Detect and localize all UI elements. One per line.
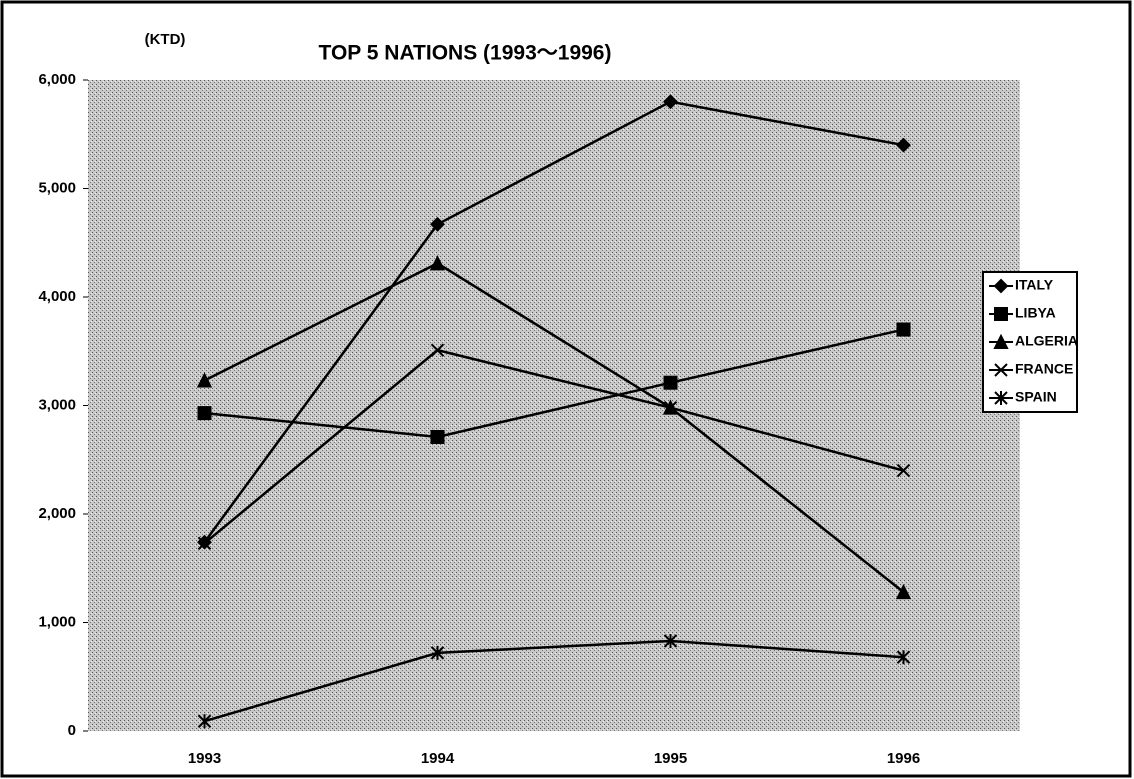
marker	[896, 322, 911, 337]
y-tick-label: 3,000	[38, 396, 76, 413]
x-tick-label: 1993	[188, 750, 221, 767]
marker	[663, 400, 678, 415]
legend-label: SPAIN	[1015, 389, 1057, 405]
marker	[993, 333, 1009, 349]
y-axis-label: (KTD)	[145, 31, 186, 48]
series-line	[203, 100, 904, 543]
x-tick-label: 1994	[421, 750, 455, 767]
y-tick-label: 0	[68, 722, 76, 739]
y-tick-label: 5,000	[38, 179, 76, 196]
y-tick-label: 1,000	[38, 613, 76, 630]
marker	[197, 406, 212, 421]
x-tick-label: 1995	[654, 750, 687, 767]
marker	[430, 216, 445, 232]
legend-label: FRANCE	[1015, 361, 1073, 377]
marker	[896, 463, 911, 478]
legend-label: ITALY	[1015, 277, 1054, 293]
series-line	[204, 328, 904, 439]
legend-label: LIBYA	[1015, 305, 1056, 321]
marker	[994, 307, 1008, 321]
series-line	[204, 639, 904, 723]
marker	[994, 391, 1008, 405]
marker	[663, 94, 678, 110]
y-tick-label: 6,000	[38, 71, 76, 88]
marker	[196, 372, 213, 388]
marker	[197, 536, 212, 551]
marker	[430, 343, 445, 357]
marker	[896, 650, 911, 665]
marker	[663, 633, 678, 648]
y-tick-label: 2,000	[38, 505, 76, 522]
series-line	[203, 348, 904, 545]
marker	[663, 375, 678, 390]
marker	[197, 714, 212, 729]
chart-title: TOP 5 NATIONS (1993～1996)	[319, 42, 612, 65]
marker	[993, 278, 1009, 294]
marker	[430, 645, 445, 660]
plot-area	[88, 80, 1020, 731]
marker	[895, 583, 912, 600]
marker	[429, 255, 446, 271]
series-line	[203, 261, 905, 594]
x-tick-label: 1996	[887, 750, 920, 767]
marker	[896, 137, 911, 153]
y-tick-label: 4,000	[38, 288, 76, 305]
marker	[994, 363, 1008, 377]
legend-label: ALGERIA	[1015, 333, 1078, 349]
marker	[430, 429, 445, 444]
